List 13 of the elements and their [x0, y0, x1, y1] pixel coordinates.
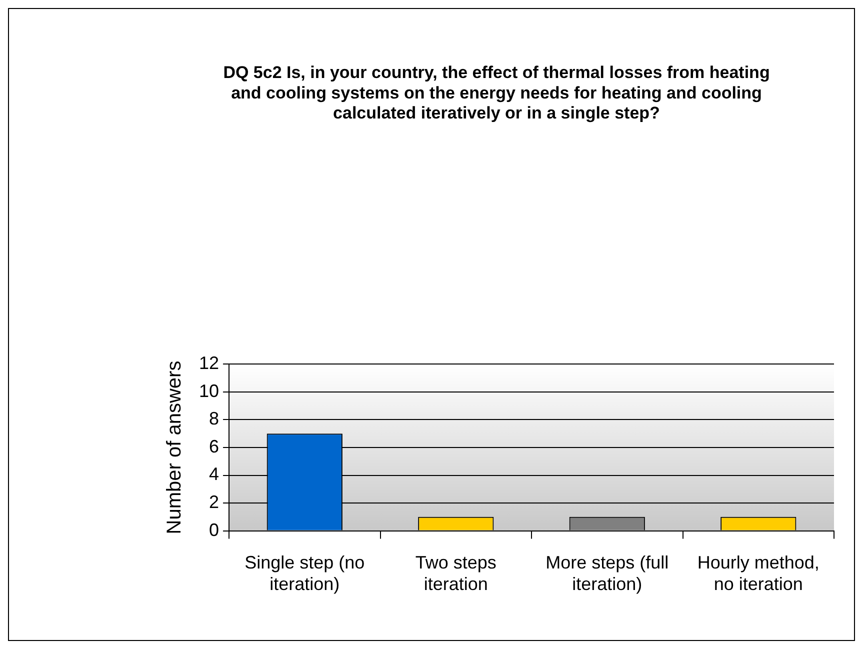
chart-title: DQ 5c2 Is, in your country, the effect of thermal losses from heating and cooling systems on the energy needs for heating and cooling calculated iteratively or in a single step?: [223, 62, 770, 123]
y-tick-label: 10: [198, 380, 220, 401]
y-tick-label: 12: [198, 353, 220, 374]
y-tick-label: 0: [209, 520, 220, 540]
x-tick-label: Two steps iteration: [415, 552, 496, 594]
y-tick-label: 4: [209, 464, 220, 484]
y-tick-label: 2: [209, 492, 220, 512]
y-tick-label: 8: [209, 408, 220, 429]
y-tick-label: 6: [209, 436, 220, 456]
x-tick-label: Hourly method, no iteration: [697, 552, 820, 594]
x-tick-label: Single step (no iteration): [244, 552, 365, 594]
x-tick-label: More steps (full iteration): [546, 552, 669, 594]
y-axis-title: Number of answers: [164, 360, 186, 534]
